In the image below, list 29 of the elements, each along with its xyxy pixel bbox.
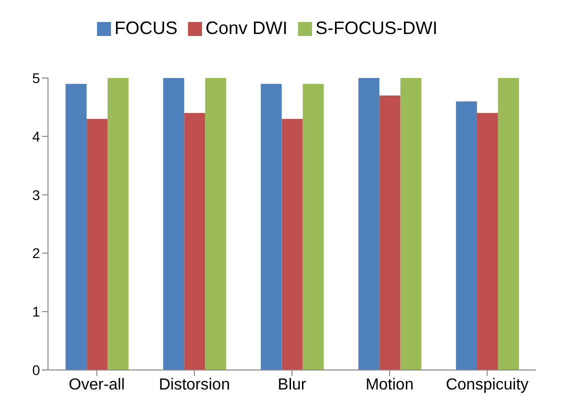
bar [108, 78, 129, 370]
y-tick-label: 3 [32, 186, 40, 203]
legend-label: FOCUS [114, 18, 178, 38]
x-tick-label: Conspicuity [446, 376, 529, 394]
bar [358, 78, 380, 370]
bar [86, 118, 108, 370]
bar [302, 84, 324, 370]
bar [282, 118, 303, 370]
y-tick-label: 4 [32, 128, 40, 144]
bar [163, 78, 184, 370]
x-tick-label: Over-all [68, 376, 125, 394]
y-tick-label: 0 [32, 362, 40, 378]
y-tick-label: 2 [32, 245, 40, 262]
bar [379, 96, 400, 370]
bar [205, 78, 226, 370]
bar [66, 84, 87, 370]
bar [184, 113, 206, 370]
bar [260, 84, 282, 370]
y-tick-label: 5 [32, 70, 40, 86]
bar [476, 113, 498, 370]
x-tick-label: Distorsion [158, 376, 230, 394]
y-tick-label: 1 [32, 304, 40, 320]
bar [400, 78, 422, 370]
bar [498, 78, 519, 370]
x-tick-label: Blur [278, 376, 307, 394]
legend-label: Conv DWI [206, 18, 288, 38]
legend-label: S-FOCUS-DWI [316, 18, 438, 38]
bar [456, 101, 477, 370]
x-tick-label: Motion [366, 376, 414, 394]
